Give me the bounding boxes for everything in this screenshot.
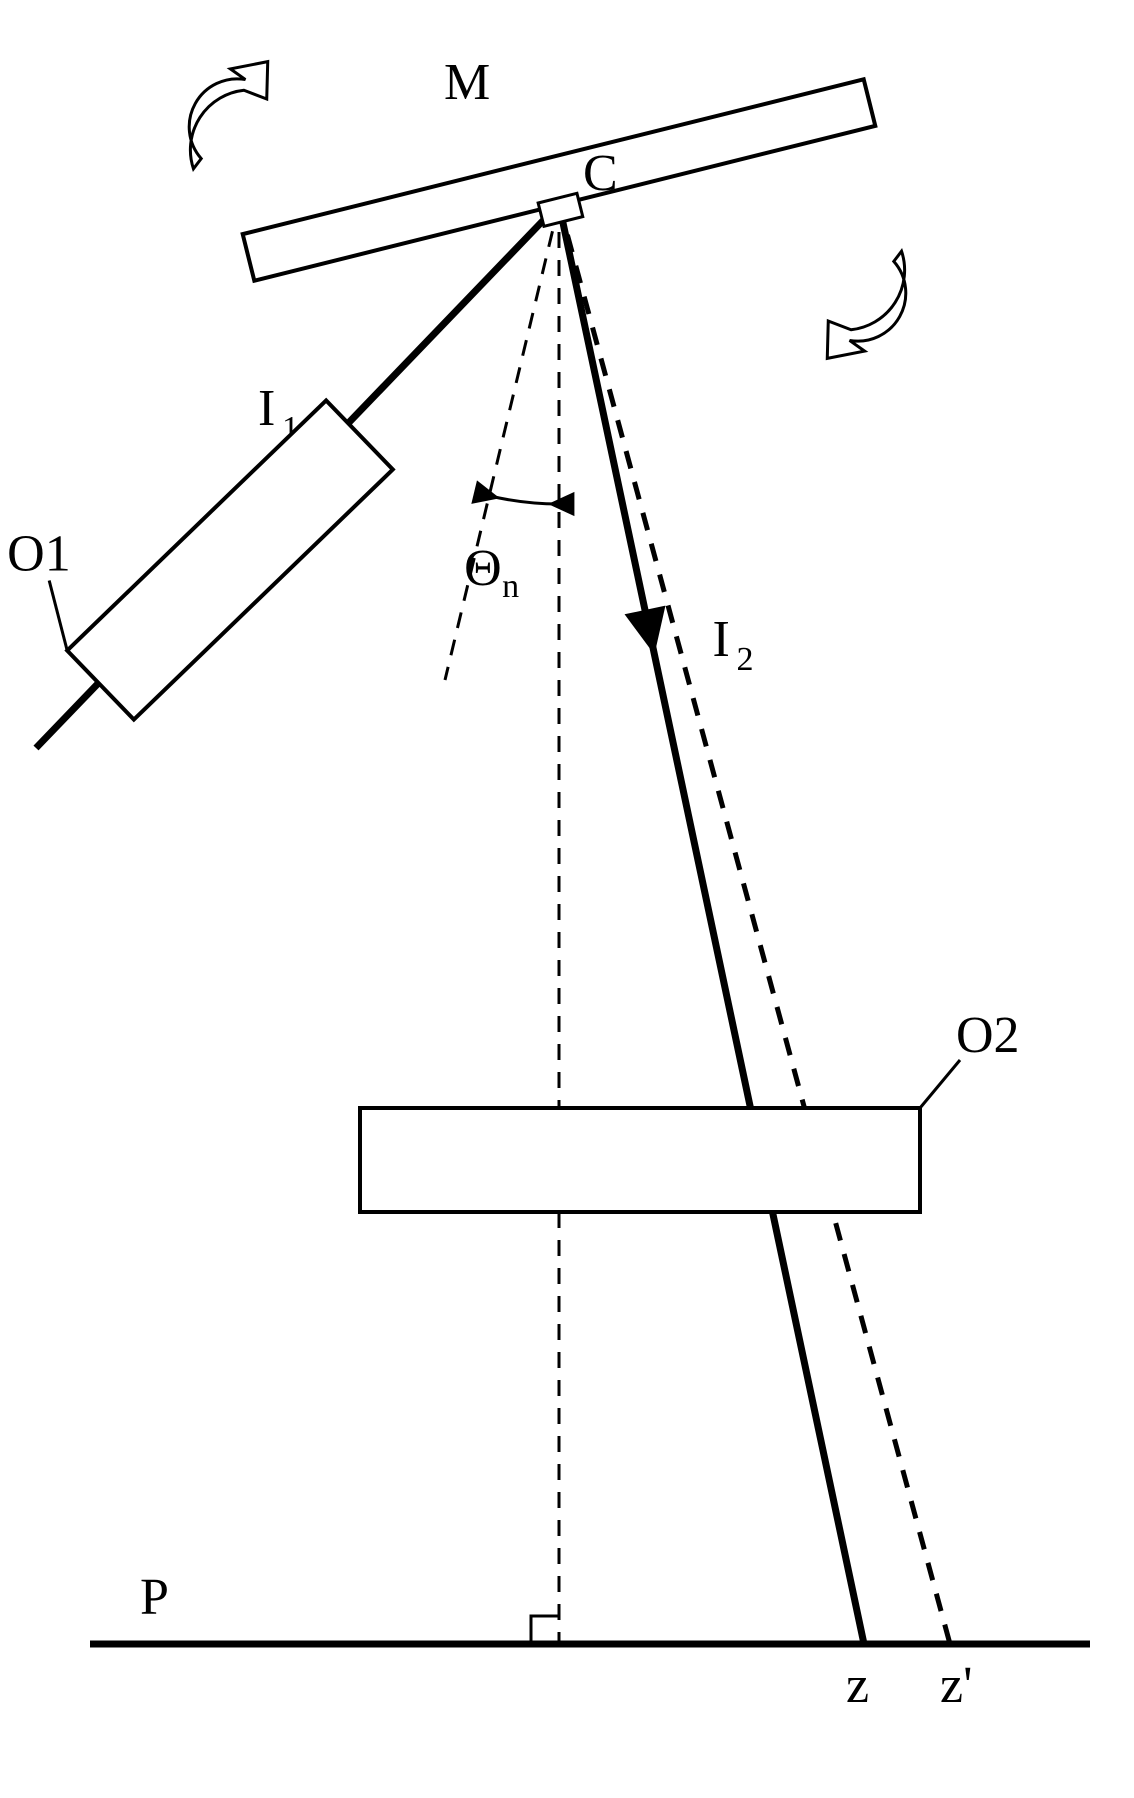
zprime-label: z' [940, 1657, 972, 1714]
angle-label-sub: n [502, 568, 519, 605]
optic-2-leader [920, 1060, 960, 1108]
mirror-center-label: C [583, 145, 618, 202]
optic-1 [67, 400, 393, 719]
reflected-ray-alt [559, 204, 950, 1644]
right-angle-marker [531, 1616, 559, 1644]
rotation-arrow-right [806, 251, 923, 360]
mirror-normal [445, 204, 559, 680]
mirror-label: M [444, 54, 490, 111]
optic-1-label: O1 [7, 526, 71, 583]
optic-2-label: O2 [956, 1007, 1020, 1064]
reflected-ray [559, 204, 864, 1644]
i2-label-sub: 2 [737, 641, 754, 678]
angle-label: Θn [464, 540, 519, 605]
angle-label-main: Θ [464, 540, 502, 597]
mirror [243, 79, 876, 280]
i2-label-main: I [713, 611, 730, 668]
angle-arrow-left [471, 480, 499, 504]
plane-label: P [140, 1569, 169, 1626]
i1-label-main: I [258, 380, 275, 437]
z-label: z [846, 1657, 869, 1714]
angle-arrow-right [548, 492, 574, 516]
optic-1-leader [49, 581, 67, 651]
rotation-arrow-left [172, 60, 289, 169]
reflected-ray-arrow [625, 606, 666, 655]
angle-arc [489, 496, 559, 504]
optic-2 [360, 1108, 920, 1212]
